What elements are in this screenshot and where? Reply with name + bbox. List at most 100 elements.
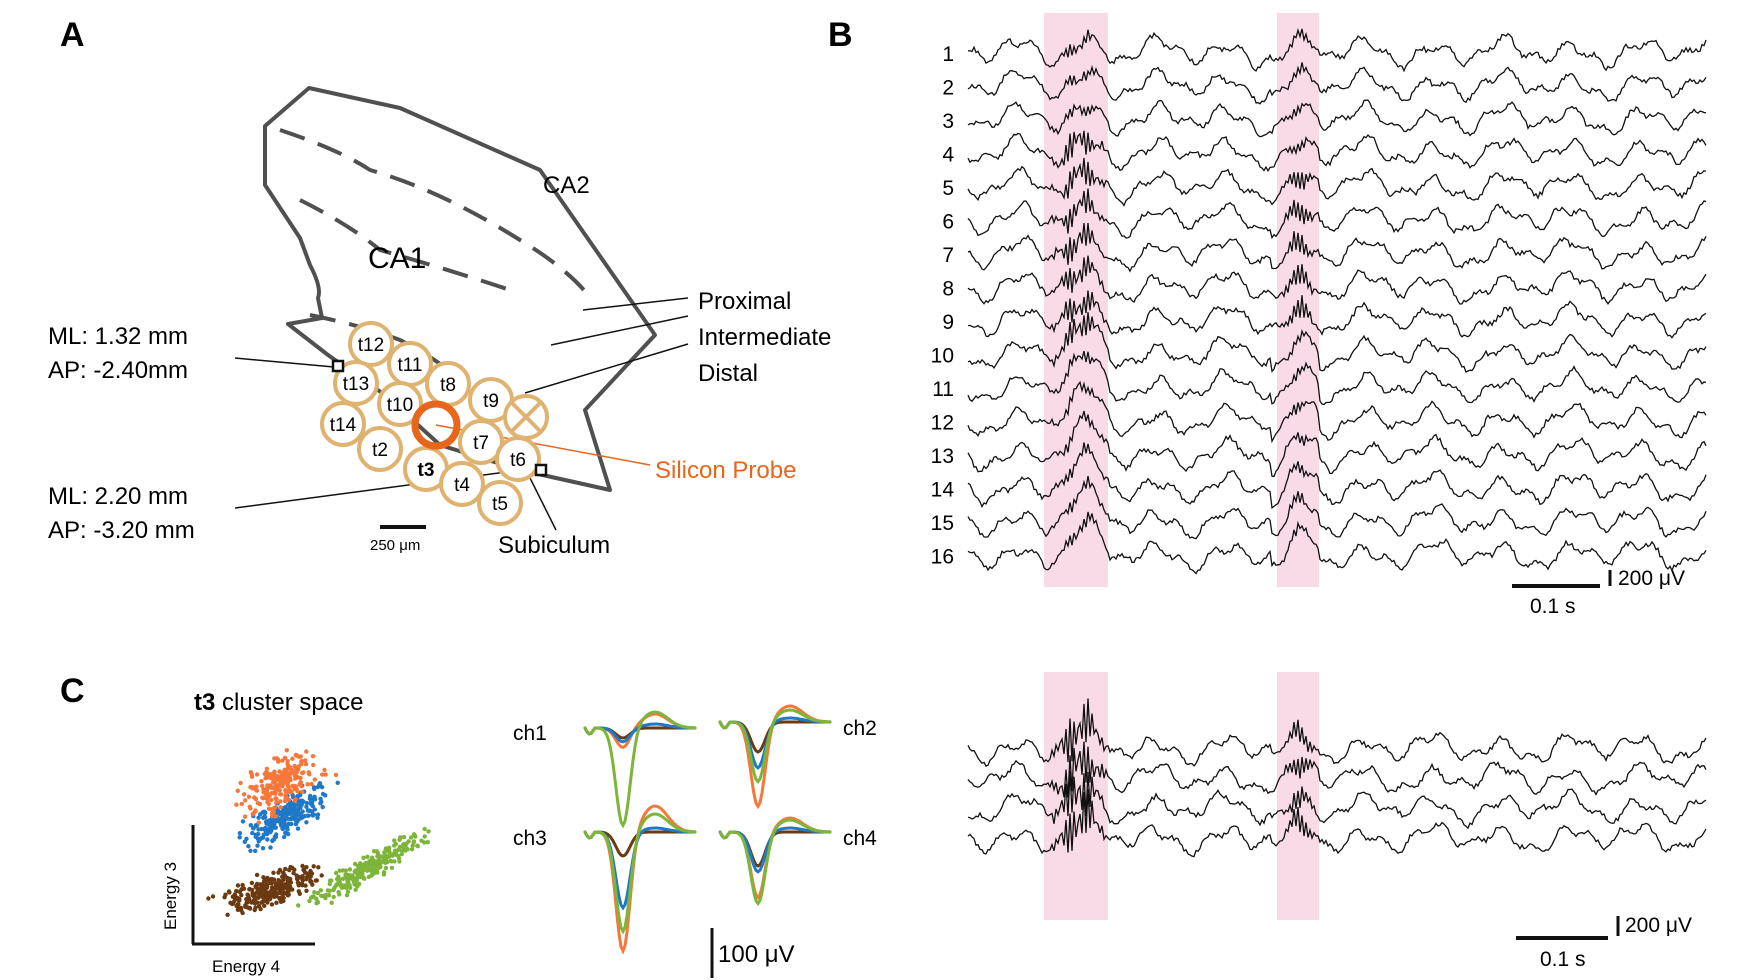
tetrode-label: t11 [397, 355, 422, 376]
channel-label-8: 8 [942, 278, 954, 301]
coord1-ap: AP: -2.40mm [48, 357, 188, 384]
lfp-trace-ch16 [967, 511, 1707, 575]
lfp-trace-ch7 [967, 223, 1707, 273]
label-proximal: Proximal [698, 288, 791, 315]
callout-subiculum [529, 477, 557, 531]
waveform-ch3-unit3 [583, 826, 697, 911]
callout-coord2 [234, 467, 537, 509]
lfp-trace-ch2 [967, 62, 1707, 105]
lfp-trace-tetrode-3 [967, 771, 1707, 830]
hippocampus-outline [263, 86, 657, 492]
lfp-trace-tetrode-1 [967, 698, 1707, 767]
cluster-brown [206, 863, 324, 917]
wave-label-ch2: ch2 [843, 717, 877, 740]
channel-label-9: 9 [942, 311, 954, 334]
callout-intermediate [550, 315, 689, 346]
lfp-trace-tetrode-2 [967, 741, 1707, 798]
channel-label-13: 13 [931, 445, 954, 468]
panel-letter-a: A [60, 16, 85, 54]
coord2-ap: AP: -3.20 mm [48, 517, 195, 544]
waveform-ch4-unit1 [718, 830, 832, 868]
tetrode-label: t14 [330, 415, 357, 436]
dashed-boundary-3 [309, 313, 457, 377]
waveform-ch1-unit4 [583, 710, 697, 829]
wave-label-ch3: ch3 [513, 827, 547, 850]
dashed-boundary-2 [299, 198, 511, 292]
lfp-trace-ch8 [967, 255, 1707, 305]
scale-label-waveform: 100 μV [718, 941, 795, 968]
coord2-marker [534, 463, 548, 477]
callout-distal [524, 343, 689, 394]
tetrode-t7 [458, 419, 504, 465]
lfp-trace-ch11 [967, 350, 1707, 406]
tetrode-label: t12 [358, 335, 384, 356]
lfp-traces-16ch [967, 28, 1707, 575]
tetrode-label: t4 [454, 475, 470, 496]
cluster-orange [234, 748, 339, 825]
tetrode-label: t7 [473, 433, 489, 454]
label-intermediate: Intermediate [698, 324, 831, 351]
label-silicon-probe: Silicon Probe [655, 457, 796, 484]
scale-label-c-time: 0.1 s [1540, 948, 1586, 971]
cluster-scatter [206, 748, 431, 917]
label-ca2: CA2 [543, 172, 590, 199]
wave-label-ch4: ch4 [843, 827, 877, 850]
cluster-green [296, 826, 431, 908]
coord1-ml: ML: 1.32 mm [48, 323, 188, 350]
channel-label-14: 14 [931, 479, 955, 502]
channel-label-6: 6 [942, 211, 954, 234]
lfp-trace-ch15 [967, 475, 1707, 540]
cluster-axes [191, 825, 315, 946]
callout-lines [234, 297, 689, 531]
tetrode-label: t8 [440, 375, 456, 396]
tetrode-t14 [320, 401, 366, 447]
channel-label-16: 16 [931, 546, 954, 569]
scale-label-b-time: 0.1 s [1530, 595, 1576, 618]
cluster-title-bold: t3 [194, 689, 215, 716]
axis-label-x: Energy 4 [212, 957, 280, 976]
scale-label-b-voltage: 200 μV [1618, 567, 1685, 590]
tetrode-label: t5 [492, 494, 508, 515]
tetrode-label: t6 [510, 450, 526, 471]
callout-coord1 [234, 357, 335, 368]
waveform-ch4-unit4 [718, 818, 832, 907]
tetrode-t5 [477, 480, 523, 526]
channel-label-10: 10 [931, 345, 954, 368]
axis-label-y: Energy 3 [161, 862, 180, 930]
lfp-trace-ch9 [967, 290, 1707, 339]
waveform-ch3-unit4 [583, 812, 697, 935]
channel-label-5: 5 [942, 177, 954, 200]
waveform-ch2-unit1 [718, 720, 832, 754]
wave-label-ch1: ch1 [513, 722, 547, 745]
panel-letter-c: C [60, 672, 85, 710]
coord1-marker [331, 359, 345, 373]
channel-label-2: 2 [942, 77, 954, 100]
tetrode-t4 [439, 461, 485, 507]
label-distal: Distal [698, 360, 758, 387]
tetrode-t10 [377, 381, 423, 427]
label-ca1: CA1 [368, 242, 426, 275]
tetrode-label: t13 [343, 374, 369, 395]
tetrode-array [320, 321, 549, 526]
lfp-trace-ch10 [967, 312, 1707, 373]
channel-label-3: 3 [942, 110, 954, 133]
dashed-boundary-1 [279, 128, 594, 302]
tetrode-t12 [348, 321, 394, 367]
channel-label-11: 11 [932, 378, 954, 401]
tetrode-label: t10 [387, 395, 413, 416]
tetrode-labels: t12 t11 t13 t8 t10 t9 t14 t7 t2 t3 t6 t4… [330, 335, 526, 515]
lfp-trace-ch13 [967, 410, 1707, 478]
cluster-title-rest: cluster space [215, 689, 363, 716]
lfp-traces-4ch [967, 698, 1707, 858]
lfp-trace-ch1 [967, 28, 1707, 73]
waveform-ch2-unit3 [718, 716, 832, 770]
callout-proximal [582, 297, 689, 311]
scale-label-c-voltage: 200 μV [1625, 914, 1692, 937]
channel-label-12: 12 [931, 412, 954, 435]
cluster-title: t3 cluster space [194, 689, 363, 716]
layer-boundaries [279, 128, 594, 377]
lfp-trace-tetrode-4 [967, 789, 1707, 858]
tetrode-t13 [333, 360, 379, 406]
